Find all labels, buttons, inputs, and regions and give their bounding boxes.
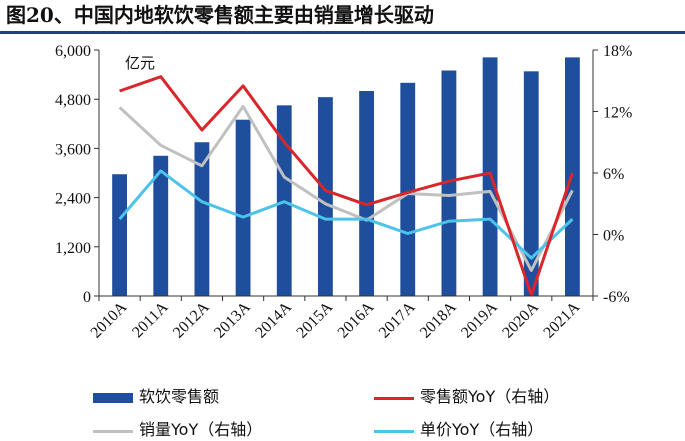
left-tick-label: 3,600 xyxy=(55,141,91,158)
x-tick-label: 2010A xyxy=(88,298,131,341)
line-price-yoy xyxy=(118,169,574,260)
legend-swatch-retail-sales xyxy=(93,393,133,403)
legend-label-retail-yoy: 零售额YoY（右轴） xyxy=(420,387,560,406)
chart-legend: 软饮零售额 零售额YoY（右轴） 销量YoY（右轴） 单价YoY（右轴） xyxy=(0,378,685,439)
left-tick-label: 0 xyxy=(83,289,91,306)
right-tick-label: -6% xyxy=(603,289,630,306)
title-divider xyxy=(0,31,685,34)
right-tick-label: 12% xyxy=(603,105,632,122)
bar-retail-sales xyxy=(318,97,333,297)
retail-sales-chart: 0 1,200 2,400 3,600 4,800 6,000 -6% 0% 6% 12% 18% 2… xyxy=(55,43,632,342)
bar-retail-sales xyxy=(441,70,457,296)
right-tick-label: 6% xyxy=(603,166,624,183)
x-tick-label: 2014A xyxy=(252,298,295,341)
legend-label-retail-sales: 软饮零售额 xyxy=(139,387,220,406)
left-tick-label: 6,000 xyxy=(55,43,91,60)
bar-retail-sales xyxy=(194,142,210,296)
left-tick-label: 1,200 xyxy=(55,240,91,257)
legend-label-volume-yoy: 销量YoY（右轴） xyxy=(139,420,263,439)
x-tick-label: 2018A xyxy=(417,298,460,341)
x-tick-label: 2011A xyxy=(129,298,172,341)
bar-retail-sales xyxy=(112,174,127,296)
bar-retail-sales xyxy=(523,71,539,296)
line-volume-yoy xyxy=(118,104,574,272)
x-tick-label: 2016A xyxy=(335,298,378,341)
right-tick-label: 18% xyxy=(603,43,632,60)
right-tick-label: 0% xyxy=(603,228,624,245)
x-tick-label: 2021A xyxy=(540,298,583,341)
x-tick-label: 2017A xyxy=(376,298,419,341)
legend-swatch-volume-yoy xyxy=(93,430,133,433)
x-tick-label: 2012A xyxy=(170,298,213,341)
left-tick-label: 2,400 xyxy=(55,191,91,208)
x-tick-label: 2013A xyxy=(211,298,254,341)
legend-swatch-retail-yoy xyxy=(374,397,414,400)
page-title: 图20、中国内地软饮零售额主要由销量增长驱动 xyxy=(6,3,434,27)
legend-label-price-yoy: 单价YoY（右轴） xyxy=(420,420,544,439)
x-tick-label: 2020A xyxy=(499,298,542,341)
bar-retail-sales xyxy=(359,91,374,296)
bar-retail-sales xyxy=(400,82,416,296)
unit-label: 亿元 xyxy=(125,54,155,72)
left-tick-label: 4,800 xyxy=(55,92,91,109)
legend-swatch-price-yoy xyxy=(374,430,414,433)
bar-retail-sales xyxy=(153,155,169,296)
x-tick-label: 2015A xyxy=(293,298,336,341)
x-tick-label: 2019A xyxy=(458,298,501,341)
bar-retail-sales xyxy=(235,119,251,296)
line-retail-yoy xyxy=(119,75,574,297)
